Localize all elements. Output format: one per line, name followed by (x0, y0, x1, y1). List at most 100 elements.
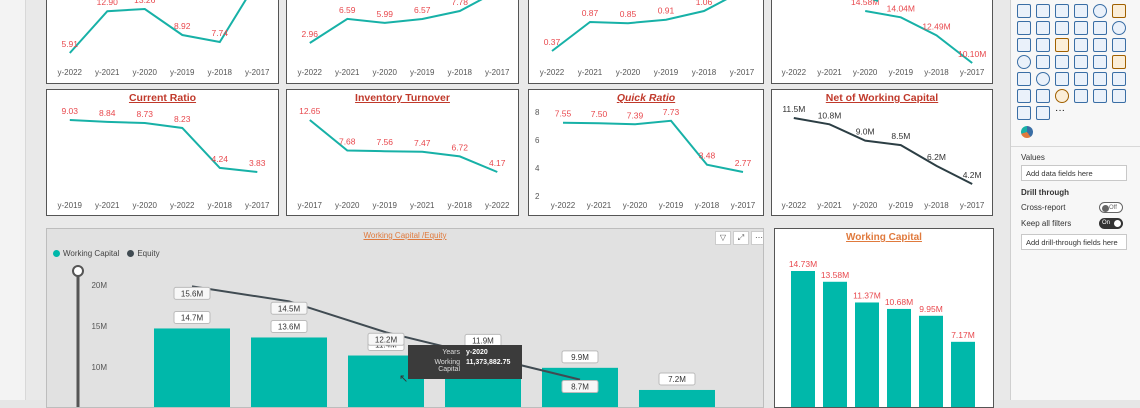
qa-icon[interactable] (1017, 89, 1031, 103)
card-top-2[interactable]: 2.96 6.59 5.99 6.57 7.78 y-2022 y-2021 y-2020 y-… (286, 0, 519, 84)
treemap-icon[interactable] (1093, 38, 1107, 52)
data-label: 7.55 (555, 109, 572, 119)
100-bar-icon[interactable] (1093, 4, 1107, 18)
line-chart-top-4: 14.58M 14.04M 12.49M 10.10M y-2022 y-2021 y-20… (782, 0, 986, 77)
legend-item-equity[interactable]: Equity (127, 249, 160, 258)
paginated-icon[interactable] (1055, 89, 1069, 103)
series-line (865, 10, 973, 64)
table-icon[interactable] (1017, 72, 1031, 86)
values-field-well[interactable]: Add data fields here (1021, 165, 1127, 181)
keep-filters-label: Keep all filters (1021, 219, 1072, 228)
drill-through-label: Drill through (1021, 188, 1069, 197)
python-visual-icon[interactable] (1074, 72, 1088, 86)
slicer-icon[interactable] (1112, 55, 1126, 69)
keep-filters-toggle[interactable]: On (1099, 218, 1123, 229)
bar-label-box (561, 350, 599, 364)
line-chart-top-2: 2.96 6.59 5.99 6.57 7.78 y-2022 y-2021 y-2020 y-… (298, 0, 510, 77)
x-tick-label: y-2020 (335, 201, 360, 210)
chart-tooltip: Years y-2020 Working Capital 11,373,882.75 (408, 345, 522, 379)
x-tick-label: y-2021 (578, 68, 603, 77)
decomposition-tree-icon[interactable] (1112, 72, 1126, 86)
card-icon[interactable] (1055, 55, 1069, 69)
more-options-icon[interactable]: ⋯ (751, 231, 763, 245)
bar (919, 315, 943, 407)
card-net-working-capital[interactable]: Net of Working Capital 11.5M 10.8M 9.0M 8.5… (771, 89, 993, 216)
legend-item-working-capital[interactable]: Working Capital (53, 249, 119, 258)
gauge-icon[interactable] (1036, 55, 1050, 69)
data-label: 8.23 (174, 114, 191, 124)
pie-icon[interactable] (1055, 38, 1069, 52)
narrative-icon[interactable] (1036, 89, 1050, 103)
x-tick-label: y-2017 (730, 68, 755, 77)
x-tick-label: y-2017 (245, 68, 270, 77)
more-visuals-icon[interactable]: ··· (1055, 105, 1065, 116)
card-quick-ratio[interactable]: Quick Ratio 8 6 4 2 7.55 7.50 7.39 7.73 3.48 2.77… (528, 89, 764, 216)
x-tick-label: y-2018 (692, 68, 717, 77)
bar (154, 328, 230, 407)
equity-label-box (270, 301, 308, 315)
equity-label-box (367, 332, 405, 346)
cross-report-toggle[interactable]: Off (1099, 202, 1123, 213)
clustered-bar-icon[interactable] (1036, 4, 1050, 18)
x-tick-label: y-2022 (298, 68, 323, 77)
matrix-icon[interactable] (1036, 72, 1050, 86)
data-label: 4.24 (211, 154, 228, 164)
power-apps-icon[interactable] (1112, 89, 1126, 103)
trophy-icon[interactable] (1074, 89, 1088, 103)
key-influencers-icon[interactable] (1093, 72, 1107, 86)
bar-label: 14.7M (181, 313, 204, 322)
focus-mode-icon[interactable]: ⤢ (733, 231, 749, 245)
funnel-icon[interactable] (1017, 38, 1031, 52)
y-tick-label: 8 (535, 108, 540, 117)
drill-through-field-well[interactable]: Add drill-through fields here (1021, 234, 1127, 250)
filter-icon[interactable]: ▽ (715, 231, 731, 245)
report-canvas: 5.91 12.90 13.26 8.92 7.74 y-2022 y-2021 y-2020… (26, 0, 1010, 408)
line-column-icon[interactable] (1074, 21, 1088, 35)
card-top-3[interactable]: 0.37 0.87 0.85 0.91 1.06 y-2022 y-2021 y-2020 y-… (528, 0, 764, 84)
x-tick-label: y-2018 (448, 68, 473, 77)
card-top-1[interactable]: 5.91 12.90 13.26 8.92 7.74 y-2022 y-2021 y-2020… (46, 0, 279, 84)
data-label: 4.2M (963, 170, 982, 180)
donut-icon[interactable] (1074, 38, 1088, 52)
bar-chart-working-capital: 14.73M 13.58M 11.37M 10.68M 9.95M 7.17M (789, 259, 975, 407)
area-chart-icon[interactable] (1036, 21, 1050, 35)
bar (639, 389, 715, 407)
x-tick-label: y-2021 (95, 201, 120, 210)
card-working-capital[interactable]: Working Capital 14.73M 13.58M 11.37M 10.68M… (774, 228, 994, 408)
card-current-ratio[interactable]: Current Ratio 9.03 8.84 8.73 8.23 4.24 3.83 y-… (46, 89, 279, 216)
stacked-bar-icon[interactable] (1017, 4, 1031, 18)
y-tick-label: 4 (535, 164, 540, 173)
x-tick-label: y-2017 (731, 201, 756, 210)
series-line (309, 0, 483, 44)
100-column-icon[interactable] (1112, 4, 1126, 18)
x-tick-label: y-2017 (298, 201, 323, 210)
pie-visual-icon[interactable] (1021, 126, 1033, 138)
line-chart-icon[interactable] (1017, 21, 1031, 35)
stacked-column-icon[interactable] (1055, 4, 1069, 18)
series-line (793, 117, 973, 185)
data-label: 7.56 (376, 137, 393, 147)
waterfall-icon[interactable] (1112, 21, 1126, 35)
kpi-icon[interactable] (1093, 55, 1107, 69)
map-icon[interactable] (1112, 38, 1126, 52)
bar (791, 271, 815, 407)
r-visual-icon[interactable] (1055, 72, 1069, 86)
card-working-capital-equity[interactable]: Working Capital /Equity Working Capital … (46, 228, 764, 408)
multirow-card-icon[interactable] (1074, 55, 1088, 69)
card-inventory-turnover[interactable]: Inventory Turnover 12.65 7.68 7.56 7.47 6.72… (286, 89, 519, 216)
scatter-icon[interactable] (1036, 38, 1050, 52)
stacked-area-icon[interactable] (1055, 21, 1069, 35)
x-tick-label: y-2022 (58, 68, 83, 77)
bar-label: 9.9M (571, 353, 589, 362)
x-tick-label: y-2019 (410, 68, 435, 77)
power-automate-icon[interactable] (1017, 106, 1031, 120)
filled-map-icon[interactable] (1017, 55, 1031, 69)
chart-title: Working Capital /Equity (363, 231, 447, 240)
arcgis-icon[interactable] (1036, 106, 1050, 120)
card-top-4[interactable]: 14.58M 14.04M 12.49M 10.10M y-2022 y-2021 y-20… (771, 0, 993, 84)
x-tick-label: y-2020 (133, 68, 158, 77)
chart-title: Inventory Turnover (355, 92, 450, 104)
clustered-column-icon[interactable] (1074, 4, 1088, 18)
ribbon-icon[interactable] (1093, 21, 1107, 35)
metrics-icon[interactable] (1093, 89, 1107, 103)
